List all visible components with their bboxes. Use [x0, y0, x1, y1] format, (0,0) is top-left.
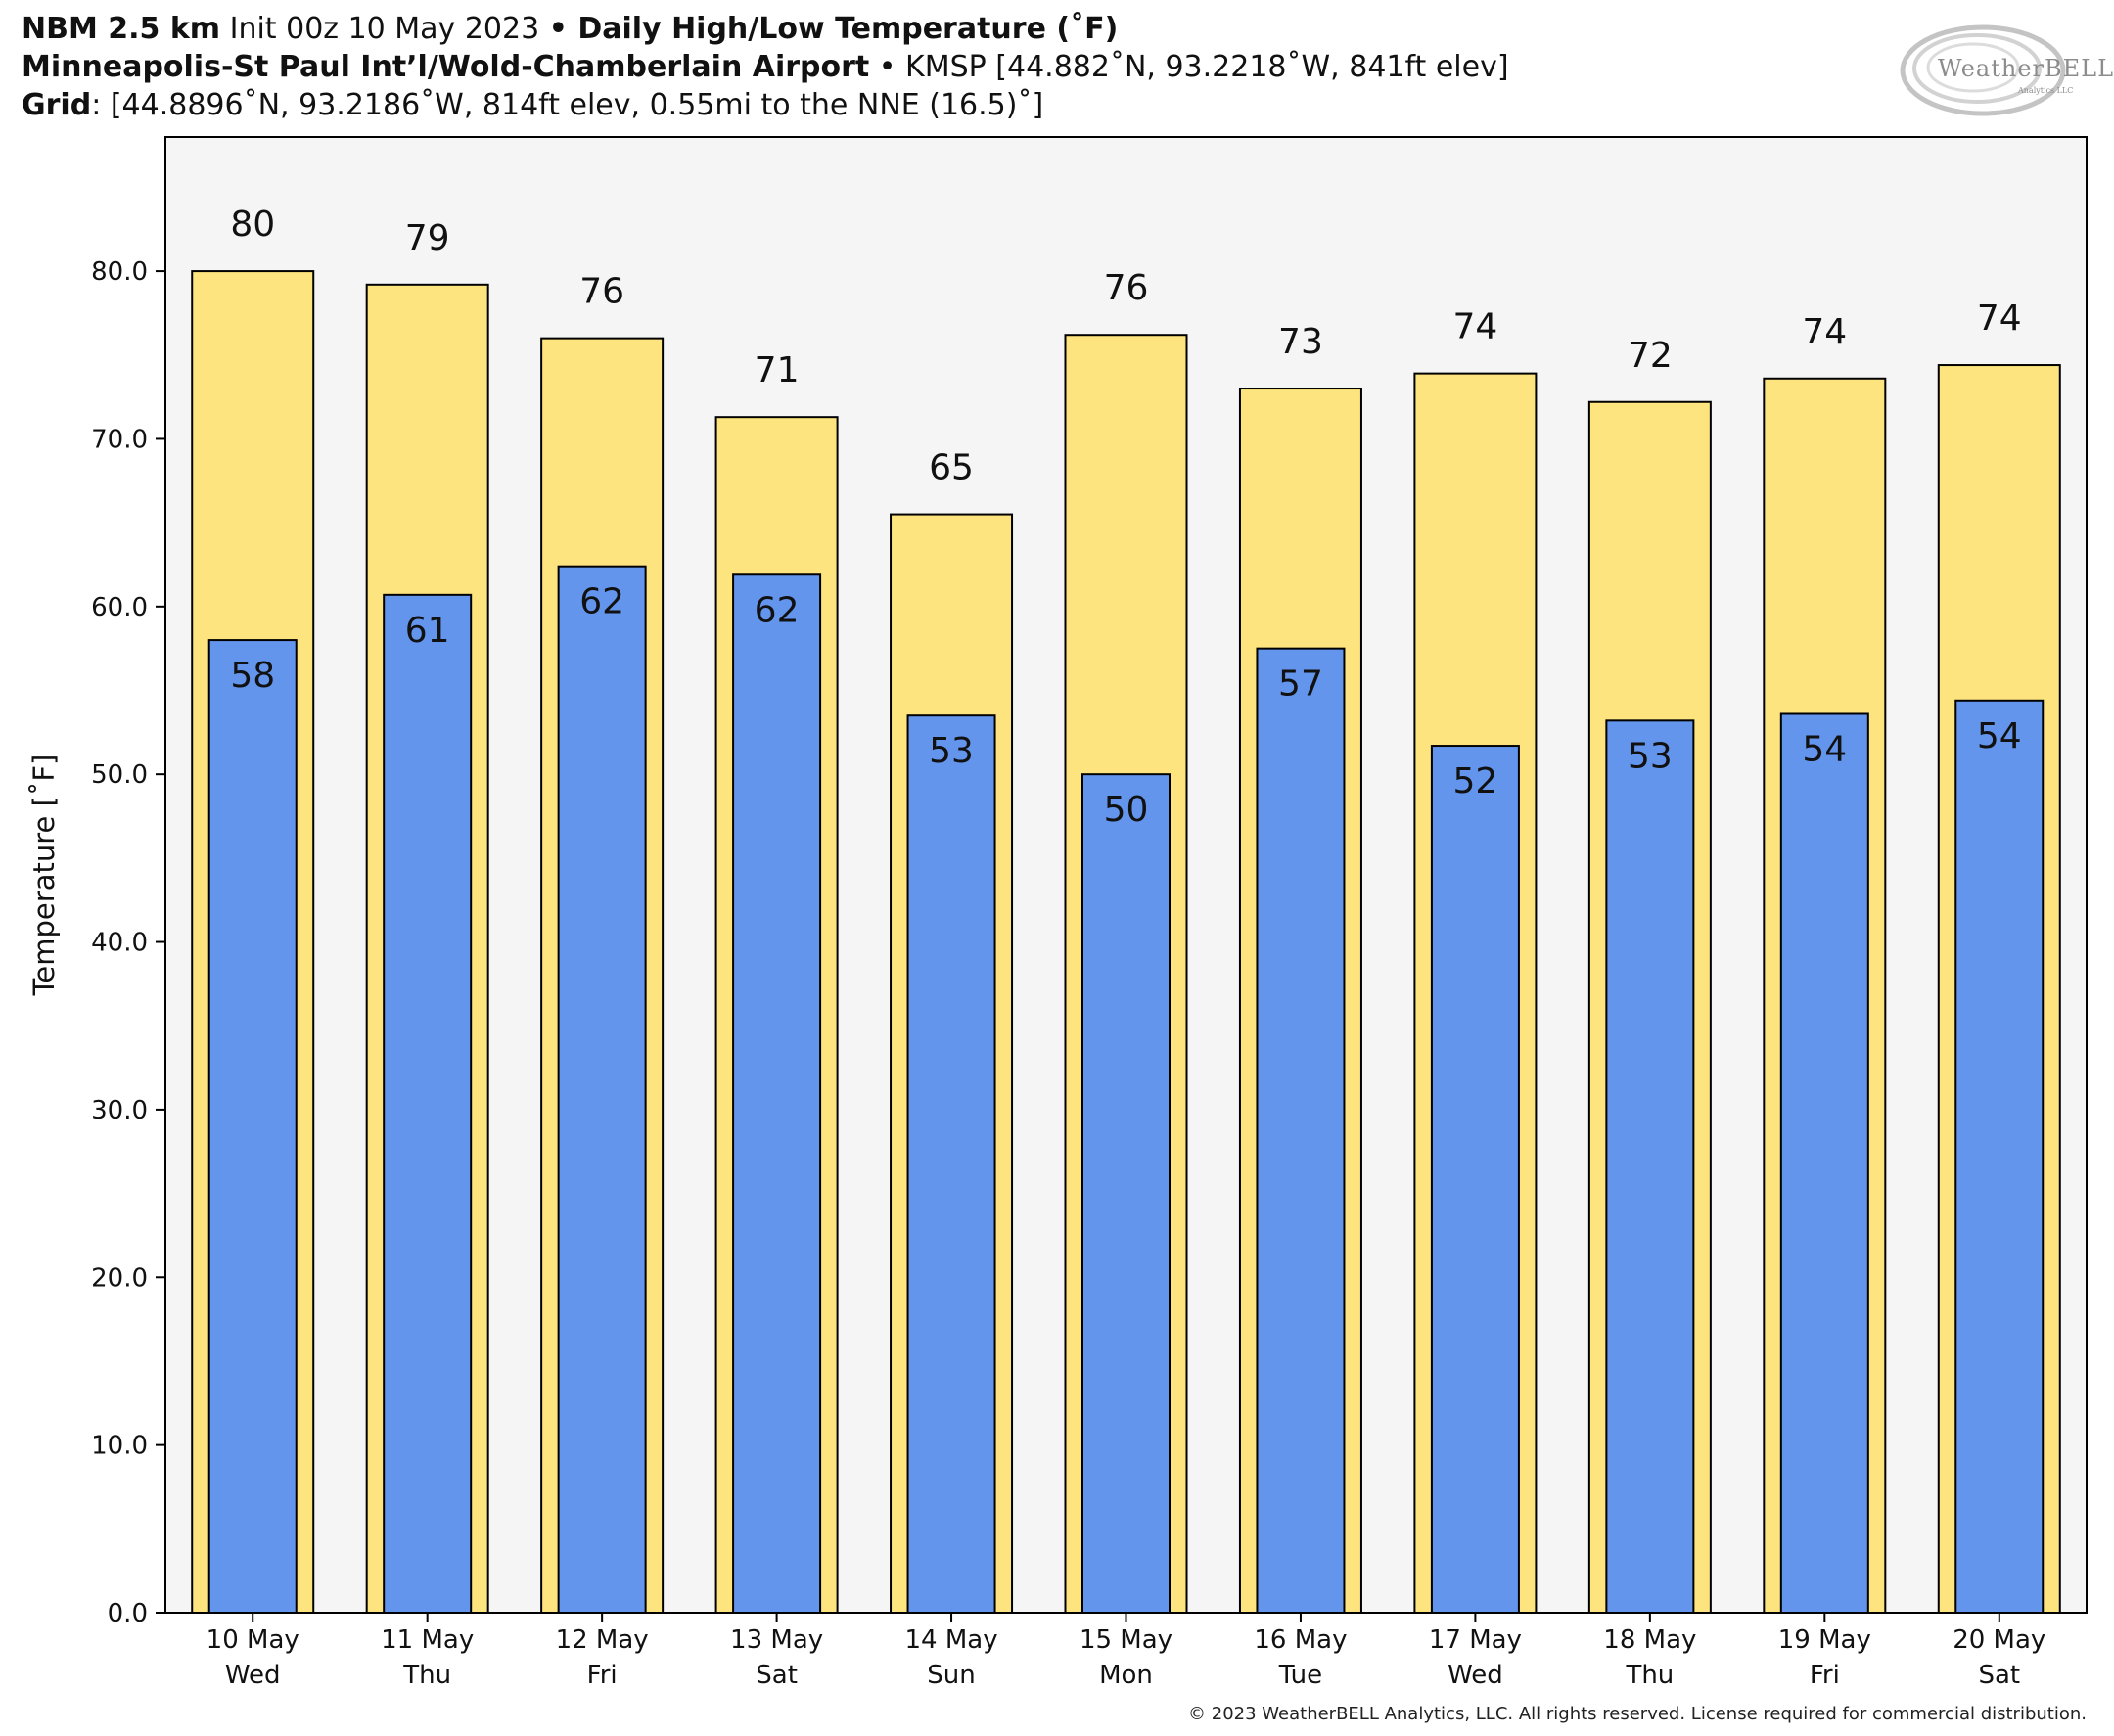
logo-swirl-icon: [1900, 24, 2066, 116]
x-tick-label-day: Tue: [1278, 1661, 1322, 1690]
high-value-label: 73: [1278, 322, 1323, 362]
header-line-1: NBM 2.5 km Init 00z 10 May 2023 • Daily …: [22, 10, 1509, 48]
grid-details: : [44.8896˚N, 93.2186˚W, 814ft elev, 0.5…: [91, 88, 1044, 122]
x-tick-label-day: Thu: [1625, 1661, 1674, 1690]
x-tick-label-date: 16 May: [1254, 1625, 1347, 1655]
logo-subtext: Analytics LLC: [2018, 86, 2074, 95]
low-value-label: 62: [579, 582, 624, 622]
chart-header: NBM 2.5 km Init 00z 10 May 2023 • Daily …: [22, 10, 1509, 124]
high-value-label: 79: [405, 218, 450, 258]
init-time: Init 00z 10 May 2023: [220, 12, 549, 46]
y-tick-label: 70.0: [91, 425, 148, 454]
high-value-label: 65: [929, 448, 974, 488]
y-tick-label: 40.0: [91, 929, 148, 958]
y-tick-label: 20.0: [91, 1263, 148, 1293]
low-value-label: 58: [230, 656, 275, 696]
high-value-label: 74: [1453, 307, 1498, 347]
y-axis-label: Temperature [˚F]: [27, 754, 61, 997]
x-tick-label-date: 18 May: [1603, 1625, 1696, 1655]
x-tick-label-day: Mon: [1099, 1661, 1153, 1690]
x-axis: 10 May Wed 11 May Thu 12 May Fri 13 May Sat 14 M…: [207, 1613, 2045, 1690]
high-value-label: 80: [230, 205, 275, 245]
low-bar: [732, 573, 822, 1615]
x-tick-label-date: 17 May: [1429, 1625, 1522, 1655]
y-tick-label: 50.0: [91, 760, 148, 790]
low-bar: [1779, 712, 1869, 1614]
high-value-label: 71: [755, 350, 800, 390]
low-value-label: 52: [1453, 761, 1498, 801]
x-tick-label-date: 13 May: [730, 1625, 823, 1655]
low-bar: [1430, 745, 1520, 1614]
low-bar: [1954, 699, 2045, 1614]
low-value-label: 61: [405, 611, 450, 651]
x-tick-label-day: Sun: [927, 1661, 975, 1690]
bars-group: 80 58 79 61 76 62 71 62 65 53 76 50 73 57 74 52 72 53 74 54…: [191, 205, 2061, 1615]
logo-text: WeatherBELL: [1938, 55, 2114, 82]
low-bar: [557, 565, 647, 1614]
high-value-label: 72: [1628, 336, 1673, 376]
low-bar: [1081, 773, 1171, 1614]
low-value-label: 54: [1802, 729, 1847, 769]
station-separator: •: [869, 50, 906, 84]
grid-label: Grid: [22, 88, 92, 122]
weatherbell-logo: WeatherBELL Analytics LLC: [1895, 14, 2113, 121]
x-tick-label-day: Thu: [402, 1661, 451, 1690]
x-tick-label-day: Wed: [225, 1661, 281, 1690]
low-value-label: 53: [929, 731, 974, 771]
station-name: Minneapolis-St Paul Int’l/Wold-Chamberla…: [22, 50, 870, 84]
x-tick-label-date: 19 May: [1778, 1625, 1871, 1655]
y-tick-label: 60.0: [91, 593, 148, 622]
y-axis: 0.0 10.0 20.0 30.0 40.0 50.0 60.0 70.0 80.0: [91, 257, 165, 1628]
low-value-label: 50: [1104, 790, 1149, 830]
x-tick-label-day: Fri: [1810, 1661, 1840, 1690]
low-bar: [1256, 647, 1346, 1614]
x-tick-label-date: 11 May: [381, 1625, 474, 1655]
x-tick-label-date: 10 May: [207, 1625, 299, 1655]
y-tick-label: 0.0: [108, 1599, 148, 1628]
x-tick-label-date: 20 May: [1953, 1625, 2045, 1655]
low-bar: [207, 639, 298, 1614]
station-details: KMSP [44.882˚N, 93.2218˚W, 841ft elev]: [905, 50, 1509, 84]
low-value-label: 54: [1977, 716, 2022, 756]
copyright-notice: © 2023 WeatherBELL Analytics, LLC. All r…: [1188, 1704, 2087, 1724]
low-value-label: 53: [1628, 736, 1673, 776]
header-line-3: Grid: [44.8896˚N, 93.2186˚W, 814ft elev,…: [22, 86, 1509, 124]
y-tick-label: 80.0: [91, 257, 148, 287]
x-tick-label-day: Wed: [1448, 1661, 1503, 1690]
model-name: NBM 2.5 km: [22, 12, 221, 46]
y-tick-label: 30.0: [91, 1096, 148, 1125]
high-value-label: 76: [1104, 268, 1149, 308]
x-tick-label-date: 14 May: [904, 1625, 997, 1655]
high-value-label: 76: [579, 272, 624, 312]
header-separator: •: [548, 12, 568, 46]
low-value-label: 57: [1278, 664, 1323, 705]
low-bar: [383, 593, 473, 1614]
x-tick-label-day: Fri: [587, 1661, 618, 1690]
high-value-label: 74: [1977, 298, 2022, 339]
product-name: Daily High/Low Temperature (˚F): [567, 12, 1119, 46]
low-bar: [1605, 719, 1695, 1614]
header-line-2: Minneapolis-St Paul Int’l/Wold-Chamberla…: [22, 48, 1509, 86]
x-tick-label-day: Sat: [1978, 1661, 2020, 1690]
x-tick-label-day: Sat: [756, 1661, 798, 1690]
x-tick-label-date: 12 May: [556, 1625, 649, 1655]
high-value-label: 74: [1802, 312, 1847, 352]
low-value-label: 62: [755, 590, 800, 630]
x-tick-label-date: 15 May: [1080, 1625, 1172, 1655]
y-tick-label: 10.0: [91, 1432, 148, 1461]
low-bar: [906, 714, 996, 1614]
